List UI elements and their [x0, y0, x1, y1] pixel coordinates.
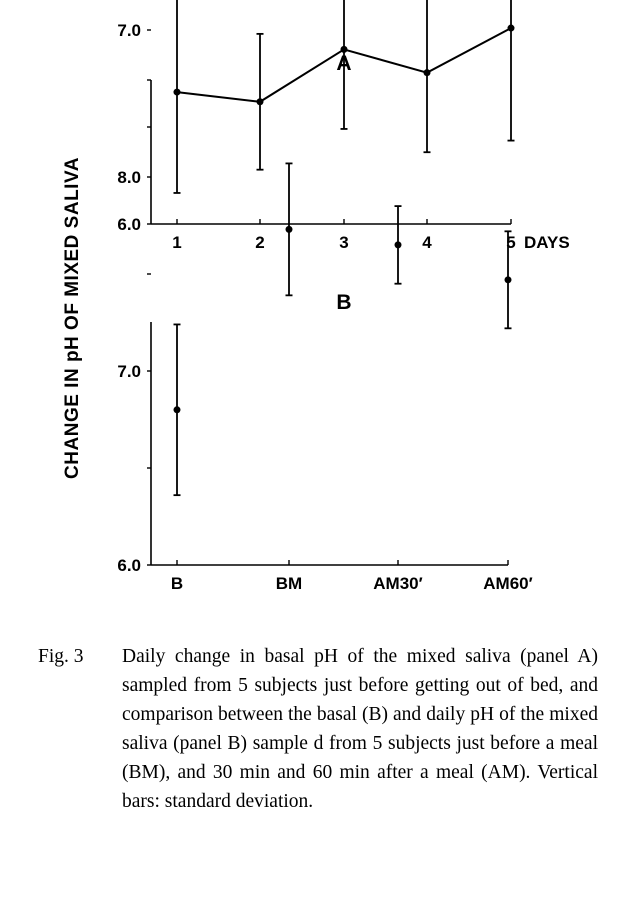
caption-label: Fig. 3 — [38, 646, 84, 667]
caption-text: Daily change in basal pH of the mixed sa… — [122, 646, 598, 812]
x-tick-label: 1 — [172, 233, 181, 252]
data-point — [507, 24, 515, 32]
data-point — [504, 276, 512, 284]
x-tick-label: BM — [276, 574, 302, 593]
x-tick-label: AM30′ — [373, 574, 422, 593]
figure: CHANGE IN pH OF MIXED SALIVA A 6.07.01 2 3… — [62, 0, 570, 593]
y-tick-label: 8.0 — [117, 168, 141, 187]
data-point — [256, 98, 264, 106]
data-point — [423, 69, 431, 77]
y-tick-label: 7.0 — [117, 362, 141, 381]
x-axis-unit-label: DAYS — [524, 233, 570, 252]
x-tick-label: B — [171, 574, 183, 593]
data-point — [340, 45, 348, 53]
x-tick-label: 5 — [506, 233, 515, 252]
data-point — [394, 241, 402, 249]
x-tick-label: 2 — [255, 233, 264, 252]
x-tick-label: 4 — [422, 233, 432, 252]
panel-b-title: B — [336, 291, 351, 314]
figure-caption: Fig. 3 Daily change in basal pH of the m… — [38, 642, 598, 816]
panel-b-chart: B 6.0 7.0 8.0 B BM AM30′ AM60′ — [117, 79, 533, 593]
x-tick-label: AM60′ — [483, 574, 532, 593]
x-tick-label: 3 — [339, 233, 348, 252]
data-point — [173, 406, 181, 414]
panel-a-chart: A 6.07.01 2 3 4 5 DAYS — [117, 0, 570, 252]
y-tick-label: 7.0 — [117, 21, 141, 40]
data-point — [285, 225, 293, 233]
y-tick-label: 6.0 — [117, 556, 141, 575]
data-point — [173, 88, 181, 96]
y-tick-label: 6.0 — [117, 215, 141, 234]
y-axis-label: CHANGE IN pH OF MIXED SALIVA — [62, 157, 83, 479]
